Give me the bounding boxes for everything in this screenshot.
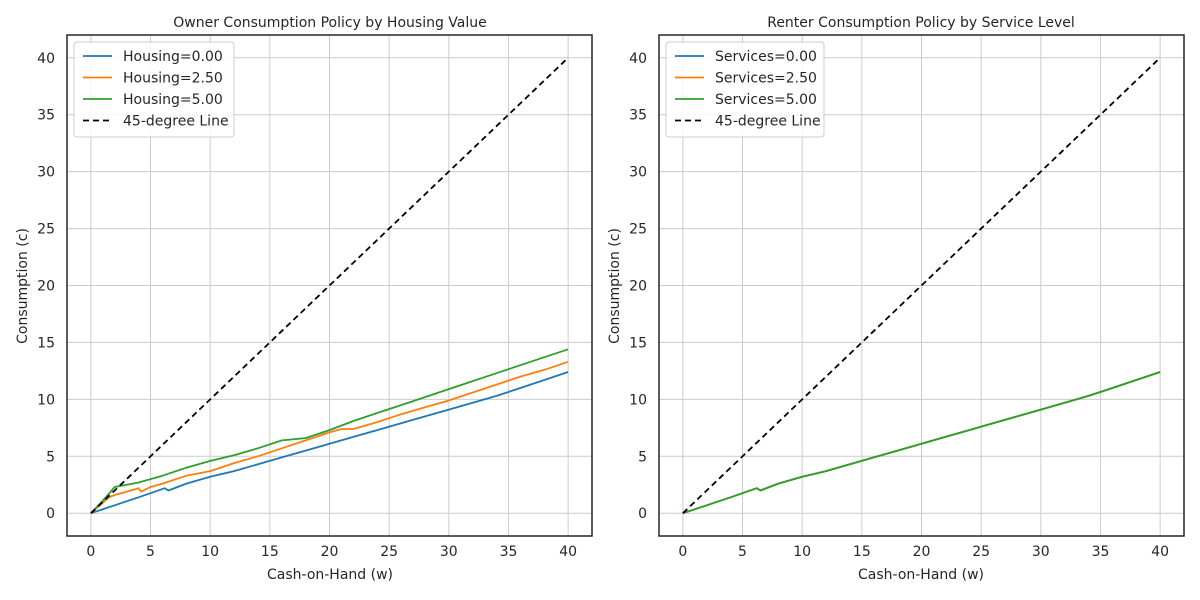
tick-labels: 0 5 10 15 20 25 30 35 40 0 5 10 15 20 25 30 35 40 [629,51,1169,560]
legend-label: Housing=5.00 [123,92,223,108]
x-tick-label: 40 [559,544,577,560]
legend-label: 45-degree Line [715,114,821,130]
y-axis-label: Consumption (c) [607,228,623,344]
y-tick-label: 40 [37,51,55,67]
x-tick-label: 0 [86,544,95,560]
y-tick-label: 20 [629,279,647,295]
x-tick-label: 35 [1092,544,1110,560]
legend-label: Services=2.50 [715,71,817,87]
x-tick-label: 10 [201,544,219,560]
y-tick-label: 25 [629,222,647,238]
series [682,57,1161,515]
x-tick-label: 25 [972,544,990,560]
y-tick-label: 20 [37,279,55,295]
y-tick-label: 40 [629,51,647,67]
y-tick-label: 25 [37,222,55,238]
y-tick-label: 35 [37,108,55,124]
series [90,57,569,515]
x-tick-label: 30 [1032,544,1050,560]
y-tick-label: 15 [629,335,647,351]
y-tick-label: 15 [37,335,55,351]
x-axis-label: Cash-on-Hand (w) [267,567,393,583]
legend-label: Housing=2.50 [123,71,223,87]
legend-label: Services=0.00 [715,49,817,65]
plot-frame [66,34,593,537]
renter-consumption-chart: Renter Consumption Policy by Service Lev… [607,15,1185,583]
y-tick-label: 10 [37,392,55,408]
legend-box [665,41,825,138]
y-tick-label: 0 [46,506,55,522]
y-tick-label: 0 [638,506,647,522]
series-line [90,371,569,515]
owner-consumption-chart: Owner Consumption Policy by Housing Valu… [15,15,593,583]
plot-frame [658,34,1185,537]
legend-label: Housing=0.00 [123,49,223,65]
x-tick-label: 0 [678,544,687,560]
x-tick-label: 10 [793,544,811,560]
legend-label: 45-degree Line [123,114,229,130]
x-tick-label: 15 [853,544,871,560]
x-tick-label: 35 [500,544,518,560]
x-tick-label: 20 [321,544,339,560]
series-line [90,348,569,514]
tick-labels: 0 5 10 15 20 25 30 35 40 0 5 10 15 20 25 30 35 40 [37,51,577,560]
series-line [682,371,1161,515]
x-tick-label: 20 [913,544,931,560]
y-tick-label: 5 [46,449,55,465]
y-tick-label: 35 [629,108,647,124]
series-line [90,360,569,514]
y-tick-label: 5 [638,449,647,465]
chart-title: Owner Consumption Policy by Housing Valu… [173,15,486,31]
x-tick-label: 40 [1151,544,1169,560]
legend-label: Services=5.00 [715,92,817,108]
legend: Housing=0.00 Housing=2.50 Housing=5.00 45-d… [73,41,235,138]
x-axis-label: Cash-on-Hand (w) [858,567,984,583]
y-axis-label: Consumption (c) [15,228,31,344]
y-tick-label: 10 [629,392,647,408]
y-tick-label: 30 [37,165,55,181]
chart-title: Renter Consumption Policy by Service Lev… [767,15,1075,31]
x-tick-label: 5 [146,544,155,560]
x-tick-label: 5 [738,544,747,560]
legend: Services=0.00 Services=2.50 Services=5.00 4… [665,41,825,138]
x-tick-label: 15 [261,544,279,560]
y-tick-label: 30 [629,165,647,181]
x-tick-label: 25 [380,544,398,560]
x-tick-label: 30 [440,544,458,560]
legend-box [73,41,235,138]
